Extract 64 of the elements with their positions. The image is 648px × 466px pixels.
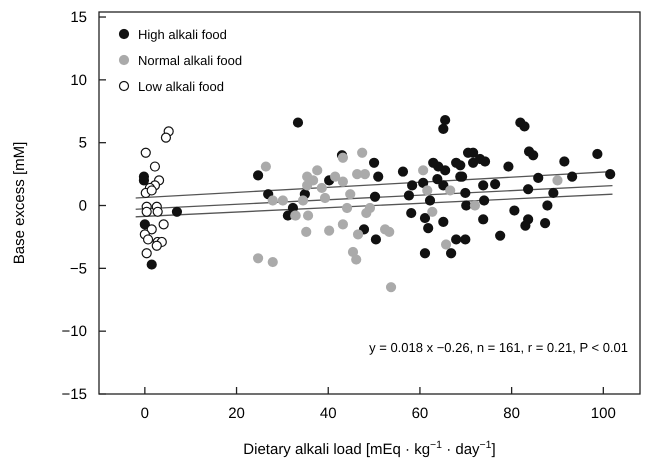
x-tick-label: 40 [320,405,337,422]
y-tick-label: −5 [70,260,87,278]
point [160,132,172,143]
point [312,165,322,176]
point [146,185,157,196]
point [152,240,162,251]
point [427,206,438,217]
point [386,282,396,292]
point [440,239,452,250]
legend-label: Low alkali food [138,79,224,94]
point [142,248,152,258]
y-tick-label: −10 [62,323,87,340]
point [298,195,308,206]
x-tick-label: 80 [503,405,520,422]
point [360,169,370,180]
y-axis-title: Base excess [mM] [11,142,28,264]
point [146,224,157,234]
point [302,210,314,221]
annotation: y = 0.018 x −0.26, n = 161, r = 0.21, P < 0.01 [369,340,628,355]
point [338,176,348,187]
point [338,219,348,230]
point [150,161,160,172]
x-tick-label: 100 [590,405,616,422]
point [552,175,563,186]
point [338,152,348,163]
point [470,200,480,211]
x-tick-label: 20 [228,405,245,422]
point [351,254,362,265]
point [418,165,428,176]
x-axis-title: Dietary alkali load [mEq · kg$^{−1}$ · day$^{−1}$] [243,439,496,458]
legend-label: High alkali food [138,27,227,42]
point [278,195,288,206]
legend-label: Normal alkali food [138,53,242,68]
point [342,202,352,214]
point [140,148,151,158]
point [308,175,318,186]
y-tick-label: 10 [70,72,87,89]
y-tick-label: −15 [62,386,87,403]
point [301,226,312,237]
point [357,148,368,158]
point [330,172,340,182]
point [352,229,364,240]
point [268,256,278,268]
y-tick-label: 5 [78,134,87,152]
point [316,182,327,194]
point [260,161,271,172]
point [384,226,394,237]
point [361,208,372,218]
point [142,206,152,217]
y-tick-label: 0 [78,198,87,215]
point [422,185,432,196]
point [152,206,163,217]
point [445,185,456,196]
y-tick-label: 15 [70,9,87,26]
point [345,189,356,200]
point [348,246,358,258]
point [142,234,154,245]
x-tick-label: 0 [140,405,150,422]
x-tick-label: 60 [412,405,428,422]
point [252,253,264,264]
point [320,192,330,204]
point [158,219,169,230]
point [324,226,334,236]
point [268,195,278,206]
